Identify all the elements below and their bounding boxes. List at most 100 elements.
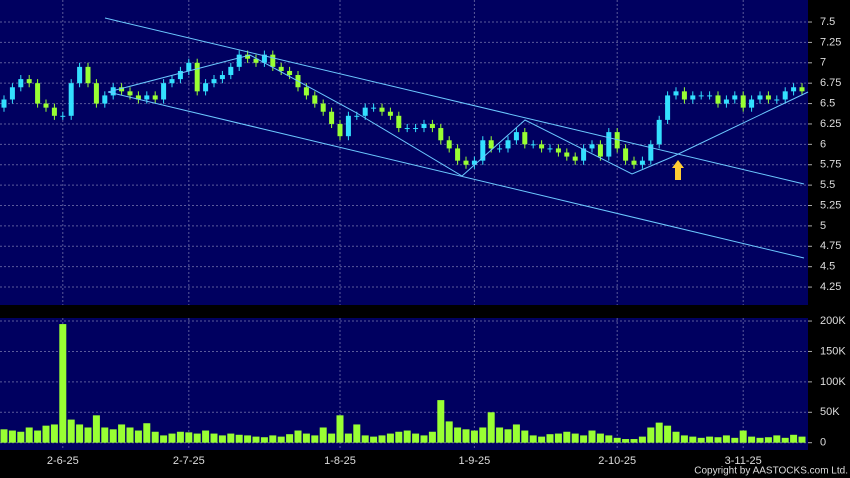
candle-body	[589, 144, 595, 149]
volume-bar	[92, 415, 100, 443]
candle-body	[211, 79, 217, 84]
volume-bar	[680, 435, 688, 443]
volume-bar	[748, 436, 756, 443]
volume-bar	[84, 427, 92, 443]
volume-bar	[42, 425, 50, 443]
volume-bar	[538, 436, 546, 443]
candle-body	[236, 54, 242, 67]
volume-bar	[731, 437, 739, 443]
volume-bar	[353, 424, 361, 443]
candle-body	[429, 123, 435, 129]
volume-bar	[554, 433, 562, 443]
candle-body	[446, 140, 452, 149]
volume-bar	[378, 435, 386, 443]
candle-body	[774, 99, 780, 101]
volume-bar	[664, 425, 672, 443]
y-tick-label: 4.5	[820, 261, 835, 273]
volume-bar	[118, 424, 126, 443]
candle-body	[219, 75, 225, 80]
candle-body	[631, 160, 637, 165]
candle-body	[127, 91, 133, 96]
candle-body	[329, 111, 335, 124]
candle-body	[387, 111, 393, 116]
volume-bar	[622, 439, 630, 443]
candle-body	[639, 160, 645, 165]
volume-bar	[361, 435, 369, 443]
volume-bar	[496, 427, 504, 443]
y-tick-label: 5	[820, 220, 826, 232]
candle-body	[623, 148, 629, 161]
candle-body	[715, 95, 721, 104]
candle-body	[463, 160, 469, 165]
volume-bar	[101, 427, 109, 443]
candle-body	[85, 66, 91, 84]
candle-body	[606, 132, 612, 157]
candle-body	[354, 115, 360, 117]
volume-bar	[67, 419, 75, 443]
candle-body	[9, 87, 15, 100]
candle-body	[362, 107, 368, 116]
y-tick-label: 4.75	[820, 240, 841, 252]
x-tick-label: 2-7-25	[173, 455, 205, 467]
volume-bar	[151, 431, 159, 443]
candle-body	[740, 95, 746, 108]
volume-bar	[655, 422, 663, 443]
volume-bar	[336, 415, 344, 443]
candle-body	[144, 95, 150, 100]
volume-bar	[344, 433, 352, 443]
candle-body	[505, 140, 511, 149]
volume-bar	[269, 435, 277, 443]
volume-bar	[479, 427, 487, 443]
volume-bar	[59, 324, 67, 443]
y-tick-label: 100K	[820, 376, 846, 388]
volume-bar	[571, 433, 579, 443]
candle-body	[152, 95, 158, 100]
candle-body	[60, 115, 66, 117]
volume-bar	[714, 437, 722, 443]
volume-bar	[134, 430, 142, 443]
volume-bar	[386, 433, 394, 443]
volume-bar	[395, 431, 403, 443]
volume-bar	[605, 435, 613, 443]
volume-bar	[647, 427, 655, 443]
y-tick-label: 5.75	[820, 159, 841, 171]
candle-body	[648, 144, 654, 161]
volume-bar	[168, 433, 176, 443]
candle-body	[471, 160, 477, 165]
volume-panel	[0, 318, 808, 450]
volume-bar	[235, 434, 243, 443]
candle-body	[261, 54, 267, 63]
volume-bar	[370, 436, 378, 443]
trend-line	[104, 17, 805, 185]
candle-body	[572, 156, 578, 161]
volume-bar	[109, 429, 117, 443]
candle-body	[119, 87, 125, 92]
volume-bar	[126, 427, 134, 443]
volume-bar	[437, 400, 445, 443]
candle-body	[673, 91, 679, 96]
candle-body	[278, 66, 284, 71]
candle-body	[303, 87, 309, 96]
candle-body	[581, 148, 587, 161]
candle-body	[404, 128, 410, 130]
candle-body	[169, 79, 175, 84]
candle-body	[68, 83, 74, 116]
volume-bar	[294, 430, 302, 443]
y-tick-label: 7.25	[820, 36, 841, 48]
volume-bar	[193, 433, 201, 443]
candle-body	[614, 132, 620, 149]
candle-body	[77, 66, 83, 84]
price-panel	[0, 0, 808, 305]
volume-bar	[160, 435, 168, 443]
candle-body	[749, 99, 755, 108]
signal-arrow	[672, 160, 684, 180]
volume-bar	[529, 435, 537, 443]
candle-body	[320, 103, 326, 112]
volume-bar	[218, 435, 226, 443]
marks	[0, 50, 806, 443]
y-tick-label: 6.5	[820, 97, 835, 109]
candle-body	[757, 95, 763, 100]
candle-body	[530, 144, 536, 146]
volume-bar	[76, 424, 84, 443]
